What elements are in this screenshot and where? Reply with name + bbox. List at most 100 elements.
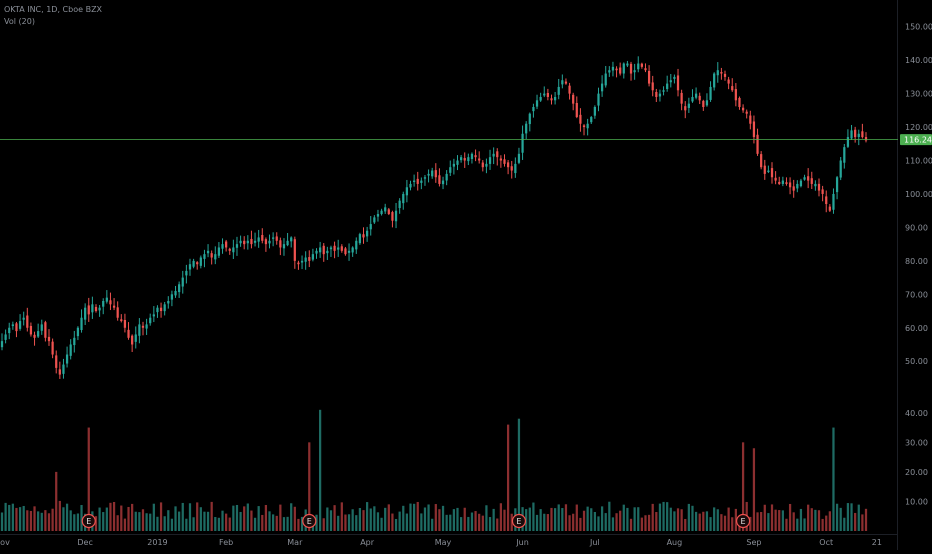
volume-bar xyxy=(470,512,474,531)
volume-bar xyxy=(597,516,600,531)
volume-bar xyxy=(15,507,18,531)
volume-bar xyxy=(488,517,492,531)
candle-body xyxy=(796,183,799,189)
volume-bar xyxy=(579,517,582,531)
earnings-marker[interactable]: E xyxy=(302,513,317,529)
time-axis: Nov Dec 2019 Feb Mar Apr May Jun Jul Aug Sep Oct 21 xyxy=(0,538,882,547)
candle-body xyxy=(734,89,737,101)
volume-bar xyxy=(102,512,105,531)
candle-body xyxy=(44,322,47,338)
candle-body xyxy=(243,240,246,245)
candle-body xyxy=(105,297,108,302)
volume-bar xyxy=(434,504,437,531)
time-tick-label: Aug xyxy=(667,538,683,547)
volume-bar xyxy=(600,506,604,531)
volume-bar xyxy=(564,504,568,531)
candle-body xyxy=(647,70,651,84)
volume-bar xyxy=(760,511,763,531)
volume-bar xyxy=(673,511,676,531)
volume-bar xyxy=(752,448,756,531)
candle-body xyxy=(398,200,401,209)
time-tick-label: May xyxy=(435,538,452,547)
volume-bar xyxy=(644,515,647,531)
volume-bar xyxy=(235,504,239,531)
candle-body xyxy=(431,170,434,177)
volume-bar xyxy=(152,503,155,531)
candle-body xyxy=(290,237,293,242)
volume-bar xyxy=(98,507,101,531)
candle-body xyxy=(405,187,409,196)
time-tick-label: Feb xyxy=(219,538,233,547)
candle-body xyxy=(178,284,181,293)
volume-bar xyxy=(384,507,387,531)
candle-body xyxy=(322,245,325,255)
candle-body xyxy=(499,158,502,161)
volume-bar xyxy=(774,509,777,531)
candle-body xyxy=(145,324,148,329)
earnings-marker[interactable]: E xyxy=(511,513,527,529)
candle-body xyxy=(514,163,517,174)
candle-body xyxy=(525,123,528,134)
volume-bar xyxy=(159,502,163,531)
candle-body xyxy=(18,321,22,329)
candle-body xyxy=(745,111,748,114)
earnings-marker[interactable]: E xyxy=(81,513,96,529)
volume-bar xyxy=(709,517,712,531)
volume-bar xyxy=(391,513,394,531)
candle-body xyxy=(669,80,672,83)
price-tick-label: 100.00 xyxy=(905,190,932,199)
volume-bar xyxy=(427,504,430,531)
candle-body xyxy=(832,193,835,210)
volume-bar xyxy=(658,503,662,531)
volume-bar xyxy=(217,517,221,531)
volume-bar xyxy=(228,517,231,531)
volume-bar xyxy=(781,510,784,531)
volume-bar xyxy=(839,507,842,531)
candle-body xyxy=(228,248,231,251)
volume-bar xyxy=(275,515,278,531)
candle-body xyxy=(456,160,459,165)
volume-bar xyxy=(253,517,257,531)
earnings-marker-label: E xyxy=(741,517,746,526)
volume-bar xyxy=(206,511,210,531)
candle-body xyxy=(467,157,470,162)
candle-body xyxy=(123,319,127,328)
symbol-title: OKTA INC, 1D, Cboe BZX xyxy=(4,5,103,14)
candle-body xyxy=(633,70,636,73)
candle-body xyxy=(196,262,199,265)
volume-bar xyxy=(116,515,119,531)
volume-bar xyxy=(26,510,29,531)
volume-bar xyxy=(120,505,123,531)
earnings-marker-label: E xyxy=(86,517,91,526)
candle-body xyxy=(319,247,322,253)
candle-body xyxy=(825,196,828,204)
candle-body xyxy=(286,240,289,246)
candle-body xyxy=(80,317,83,331)
candle-body xyxy=(246,240,249,244)
volume-bar xyxy=(731,517,734,531)
candle-body xyxy=(112,305,116,308)
volume-bar xyxy=(340,502,343,531)
candle-body xyxy=(221,244,224,249)
volume-bar xyxy=(785,518,788,531)
candle-body xyxy=(22,317,25,320)
candle-body xyxy=(76,327,80,337)
volume-bar xyxy=(322,518,325,531)
candle-body xyxy=(423,177,427,179)
volume-bar xyxy=(351,509,354,531)
candle-body xyxy=(619,67,622,74)
time-tick-label: 2019 xyxy=(147,538,167,547)
volume-bar xyxy=(94,516,98,531)
volume-bar xyxy=(167,510,170,531)
candle-body xyxy=(752,121,756,138)
volume-bar xyxy=(720,514,723,531)
volume-bar xyxy=(402,505,405,531)
volume-bar xyxy=(333,505,336,531)
earnings-marker[interactable]: E xyxy=(735,513,751,529)
volume-bar xyxy=(286,516,289,531)
candle-body xyxy=(774,177,777,181)
candle-body xyxy=(94,306,98,312)
volume-bar xyxy=(705,511,709,531)
